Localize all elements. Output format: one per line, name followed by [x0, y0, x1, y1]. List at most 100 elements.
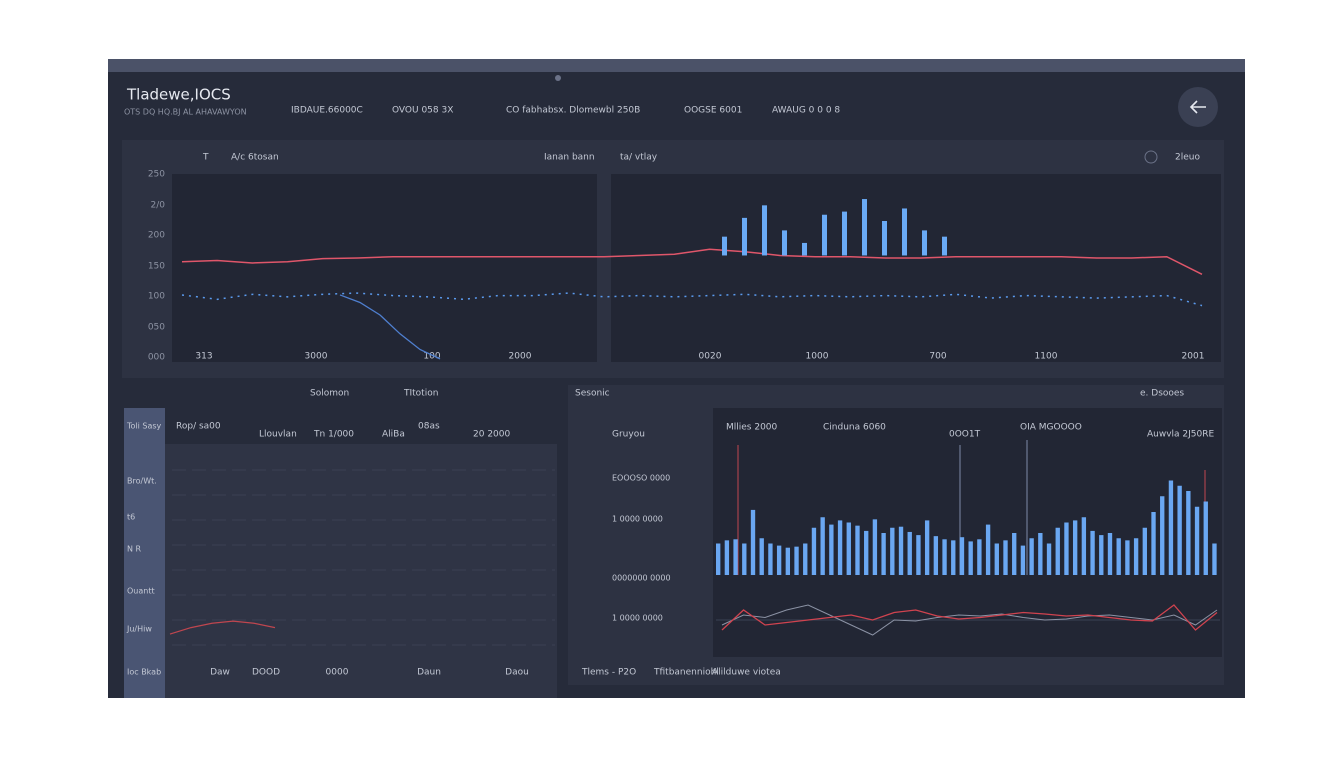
side-label: t6 [127, 513, 135, 522]
candle [922, 230, 927, 256]
line-series [721, 604, 1218, 636]
y-label: 050 [148, 323, 165, 333]
x-label: 3000 [305, 352, 328, 362]
candle [722, 236, 727, 256]
candle [822, 214, 827, 256]
bar [951, 540, 956, 575]
x-label: 2001 [1182, 352, 1205, 362]
bar [768, 543, 773, 575]
toolbar-item: Sesonic [575, 389, 610, 399]
candle [942, 236, 947, 256]
bar [890, 527, 895, 575]
bar [1142, 527, 1147, 575]
bar [942, 539, 947, 575]
candle [802, 242, 807, 256]
bar [820, 517, 825, 575]
x-label: 100 [423, 352, 440, 362]
bar [837, 520, 843, 575]
side-label: N R [127, 545, 142, 554]
column-header: AliBa [382, 430, 405, 440]
bar [1160, 496, 1165, 575]
y-label: 200 [148, 231, 165, 241]
bar [811, 527, 817, 575]
column-header: Llouvlan [259, 430, 297, 440]
footer-item: Alilduwe viotea [712, 668, 781, 678]
chart-header: Auwvla 2J50RE [1147, 430, 1215, 440]
bar [907, 531, 912, 575]
chart-header: Mllies 2000 [726, 423, 778, 433]
bar [829, 524, 834, 575]
side-label: 1 0000 0000 [612, 614, 663, 623]
bar [716, 543, 721, 575]
bar [776, 545, 782, 575]
x-label: Daou [505, 668, 529, 678]
chart-header: Cinduna 6060 [823, 423, 886, 433]
x-label: 700 [929, 352, 946, 362]
bar [924, 520, 930, 575]
bar [994, 543, 999, 575]
side-label: Ouantt [127, 587, 155, 596]
settings-icon[interactable] [1144, 150, 1158, 164]
app-title: Tladewe,IOCS [126, 86, 231, 104]
chart-header: 0OO1T [949, 430, 981, 440]
bottom-left-panel [124, 408, 557, 698]
bar [803, 543, 808, 575]
bar [733, 539, 738, 575]
bar [1203, 501, 1208, 575]
side-label: EOOOSO 0000 [612, 474, 670, 483]
bar [1212, 543, 1217, 575]
bar [742, 543, 747, 575]
side-label: 1 0000 0000 [612, 515, 663, 524]
column-header: Tn 1/000 [313, 430, 354, 440]
bottom-left-header [165, 408, 557, 444]
candle [882, 221, 887, 256]
bar [846, 522, 851, 575]
bar [1003, 540, 1008, 575]
volume-line [181, 292, 1203, 307]
bar [933, 536, 939, 575]
bar [1186, 491, 1191, 575]
x-label: Daw [210, 668, 230, 678]
y-label: 150 [148, 262, 165, 272]
bar [785, 547, 791, 575]
bar [1116, 538, 1121, 575]
side-label: Ju/Hiw [126, 625, 152, 634]
bar [872, 519, 878, 575]
top-strip [108, 59, 1245, 72]
bar [1081, 517, 1087, 575]
chart-area-left [172, 174, 597, 362]
bar [794, 546, 799, 575]
bar [1099, 535, 1104, 575]
bar [985, 524, 991, 575]
bar [881, 533, 886, 575]
trend-curve [169, 620, 276, 635]
header-item: IBDAUE.66000C [291, 106, 363, 116]
bar [759, 538, 764, 575]
line-series [721, 604, 1218, 631]
side-label: Toli Sasy [126, 422, 162, 431]
bar [1090, 530, 1095, 575]
toolbar-item: TItotion [403, 389, 438, 399]
x-label: DOOD [252, 668, 280, 678]
candle [762, 205, 767, 256]
footer-item: Tlems - P2O [581, 668, 636, 678]
header-item: AWAUG 0 0 0 8 [772, 106, 840, 116]
footer-item: Tfitbanenniohl [653, 668, 719, 678]
bar [898, 526, 904, 575]
bar [1020, 545, 1026, 575]
toolbar-item: A/c 6tosan [231, 153, 279, 163]
x-label: 0000 [326, 668, 349, 678]
bar [855, 525, 860, 575]
y-label: 2/0 [151, 201, 166, 211]
bar [1012, 533, 1017, 575]
bar [1046, 543, 1052, 575]
toolbar-item: ta/ vtlay [620, 153, 658, 163]
drop-line [339, 294, 441, 360]
back-icon [1189, 100, 1206, 114]
toolbar-item: Solomon [310, 389, 349, 399]
toolbar-item: e. Dsooes [1140, 389, 1184, 399]
bar [1107, 533, 1113, 575]
bar [1072, 520, 1078, 575]
header-item: CO fabhabsx. Dlomewbl 250B [506, 106, 640, 116]
